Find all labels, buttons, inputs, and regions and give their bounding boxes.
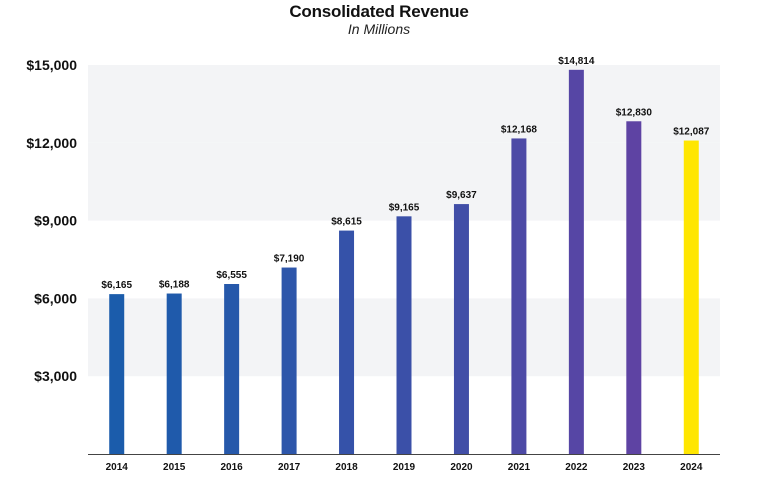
data-label: $9,165 bbox=[389, 202, 420, 213]
x-tick-label: 2014 bbox=[106, 462, 129, 473]
bar-2020 bbox=[453, 204, 469, 454]
y-tick-label: $9,000 bbox=[34, 213, 77, 229]
data-label: $12,168 bbox=[501, 124, 538, 135]
chart-title: Consolidated Revenue bbox=[289, 2, 469, 21]
x-tick-label: 2015 bbox=[163, 462, 186, 473]
x-tick-label: 2020 bbox=[450, 462, 473, 473]
bar-2016 bbox=[224, 284, 240, 454]
bar-2021 bbox=[511, 138, 527, 454]
y-tick-label: $12,000 bbox=[26, 135, 77, 151]
bar-2018 bbox=[339, 230, 355, 454]
bar-2019 bbox=[396, 216, 412, 454]
y-tick-label: $15,000 bbox=[26, 57, 77, 73]
data-label: $14,814 bbox=[558, 56, 595, 67]
data-label: $7,190 bbox=[274, 254, 305, 265]
y-tick-label: $3,000 bbox=[34, 368, 77, 384]
data-label: $12,087 bbox=[673, 127, 710, 138]
chart-subtitle: In Millions bbox=[347, 21, 411, 37]
x-tick-label: 2021 bbox=[508, 462, 531, 473]
plot-band bbox=[88, 142, 720, 221]
data-label: $12,830 bbox=[616, 107, 653, 118]
x-tick-label: 2016 bbox=[221, 462, 244, 473]
bar-2022 bbox=[568, 69, 584, 454]
x-tick-label: 2019 bbox=[393, 462, 416, 473]
data-label: $8,615 bbox=[331, 217, 362, 228]
data-label: $6,165 bbox=[101, 280, 132, 291]
data-label: $6,555 bbox=[216, 270, 247, 281]
data-label: $6,188 bbox=[159, 280, 190, 291]
plot-band bbox=[88, 65, 720, 143]
bar-2017 bbox=[281, 267, 297, 454]
x-tick-label: 2018 bbox=[335, 462, 358, 473]
bar-2014 bbox=[109, 294, 125, 454]
x-tick-label: 2023 bbox=[623, 462, 646, 473]
bar-2015 bbox=[166, 293, 182, 454]
bar-2023 bbox=[626, 121, 642, 454]
x-tick-label: 2024 bbox=[680, 462, 703, 473]
bar-2024 bbox=[683, 140, 699, 454]
data-label: $9,637 bbox=[446, 190, 477, 201]
x-tick-label: 2017 bbox=[278, 462, 301, 473]
x-tick-label: 2022 bbox=[565, 462, 588, 473]
y-tick-label: $6,000 bbox=[34, 290, 77, 306]
